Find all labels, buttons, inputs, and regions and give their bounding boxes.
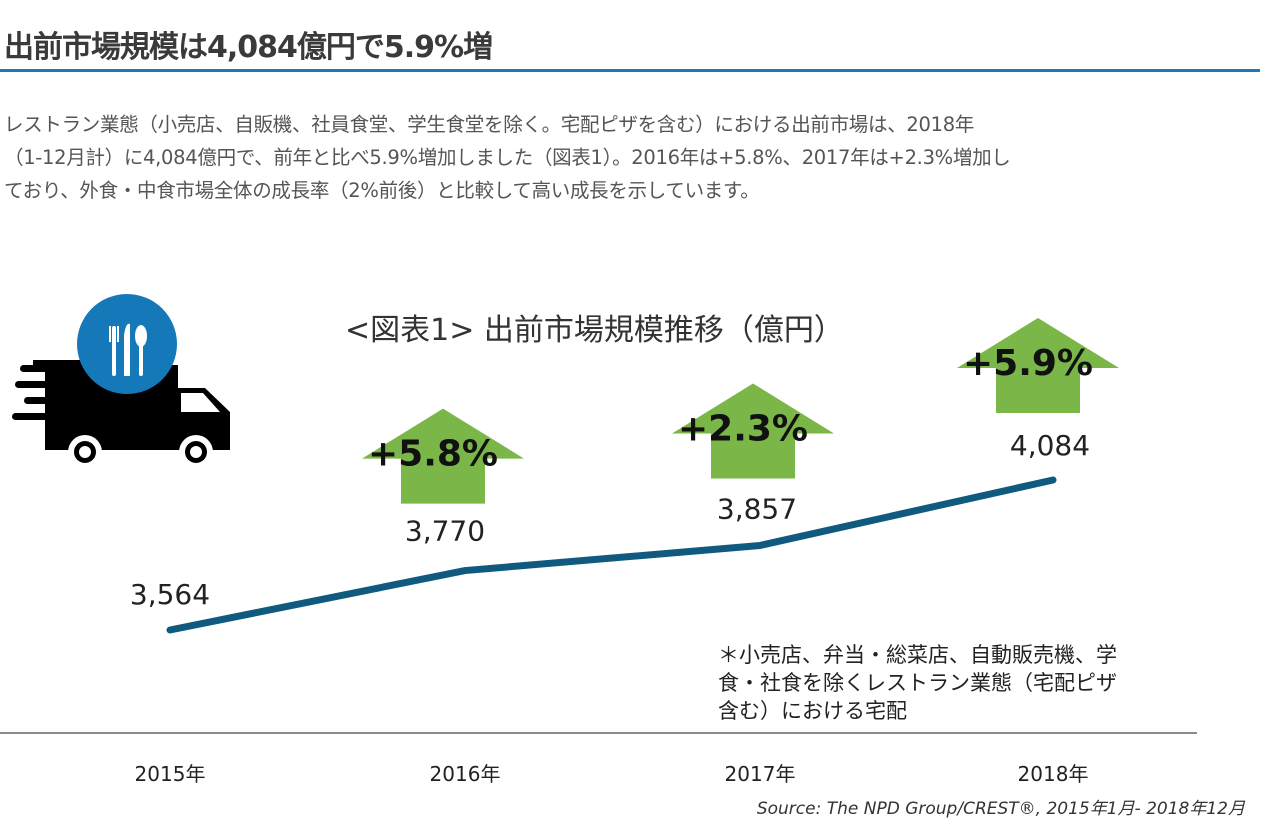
article-paragraph: レストラン業態（小売店、自販機、社員食堂、学生食堂を除く。宅配ピザを含む）におけ…: [4, 108, 1254, 207]
note-line: 食・社食を除くレストラン業態（宅配ピザ: [718, 671, 1117, 695]
value-label: 4,084: [1010, 429, 1090, 462]
growth-arrow: +5.9%: [957, 317, 1119, 413]
data-point: [1050, 476, 1056, 483]
growth-label: +2.3%: [678, 408, 808, 449]
x-tick-label: 2016年: [430, 762, 501, 786]
growth-label: +5.8%: [368, 434, 498, 475]
value-label: 3,770: [405, 515, 485, 548]
value-label: 3,564: [130, 578, 210, 611]
paragraph-line: ており、外食・中食市場全体の成長率（2%前後）と比較して高い成長を示しています。: [4, 179, 760, 202]
note-line: ＊小売店、弁当・総菜店、自動販売機、学: [718, 643, 1117, 667]
data-point: [462, 567, 468, 574]
note-line: 含む）における宅配: [718, 699, 907, 723]
x-tick-label: 2015年: [135, 762, 206, 786]
x-tick-label: 2018年: [1018, 762, 1089, 786]
page-title: 出前市場規模は4,084億円で5.9%増: [4, 30, 493, 65]
chart-note: ＊小売店、弁当・総菜店、自動販売機、学 食・社食を除くレストラン業態（宅配ピザ …: [718, 643, 1117, 723]
delivery-truck-icon: [12, 294, 230, 469]
title-divider: [0, 69, 1260, 72]
value-label: 3,857: [717, 492, 797, 525]
growth-arrow: +5.8%: [362, 408, 524, 504]
data-point: [757, 542, 763, 549]
growth-label: +5.9%: [963, 343, 1093, 384]
source-note: Source: The NPD Group/CREST®, 2015年1月- 2…: [757, 799, 1246, 819]
paragraph-line: （1-12月計）に4,084億円で、前年と比べ5.9%増加しました（図表1）。2…: [4, 146, 1011, 169]
series-line: [166, 476, 1057, 634]
chart-title: <図表1> 出前市場規模推移（億円）: [345, 313, 844, 348]
paragraph-line: レストラン業態（小売店、自販機、社員食堂、学生食堂を除く。宅配ピザを含む）におけ…: [4, 113, 975, 136]
growth-arrow: +2.3%: [672, 383, 834, 479]
x-tick-label: 2017年: [725, 762, 796, 786]
data-point: [167, 627, 173, 633]
